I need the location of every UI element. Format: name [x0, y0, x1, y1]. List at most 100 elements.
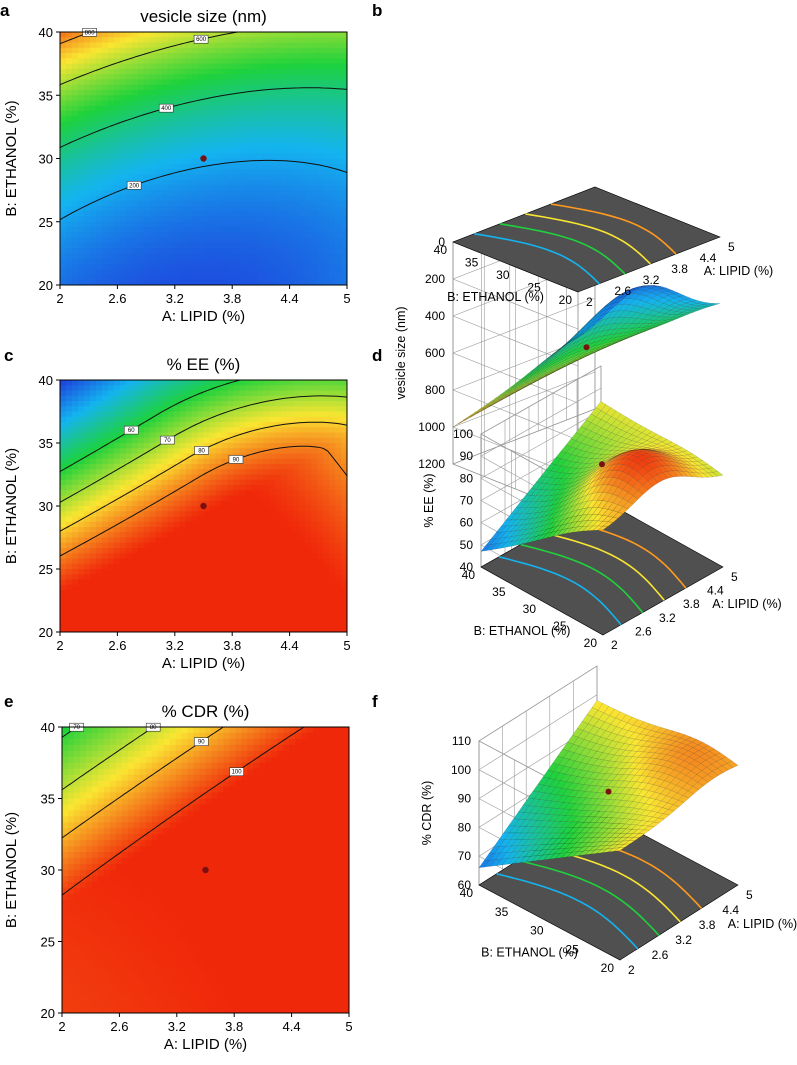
contour-label-box — [123, 425, 139, 435]
x-tick-label: 3.2 — [166, 638, 184, 653]
z-tick-label: 600 — [425, 346, 445, 360]
contour-label: 70 — [164, 438, 171, 444]
heatmap-e — [62, 727, 349, 1013]
contour-line-c — [60, 445, 347, 557]
contour-label-box — [158, 103, 174, 113]
contour-label: 90 — [198, 740, 205, 746]
chart-title-c: % EE (%) — [167, 355, 241, 374]
y-tick-label: 35 — [495, 905, 509, 919]
y-axis-label: B: ETHANOL (%) — [3, 812, 20, 928]
x-tick-label: 4.4 — [283, 1019, 301, 1034]
y-tick-label: 20 — [39, 278, 53, 293]
z-tick-label: 80 — [458, 820, 472, 834]
z-tick-label: 60 — [458, 878, 472, 892]
floor-contour — [550, 203, 677, 255]
panel-label-d: d — [372, 346, 382, 365]
y-tick-label: 25 — [527, 281, 541, 295]
y-tick-label: 30 — [41, 863, 55, 878]
contour-panel-c: c % EE (%) 60 70 80 90 2 2.6 3.2 3.8 4.4 5 20 25 30 35 4… — [3, 346, 351, 672]
z-tick-label: 70 — [458, 849, 472, 863]
z-axis-label: % EE (%) — [422, 473, 436, 527]
x-tick-label: 5 — [731, 570, 738, 584]
contour-label-box — [229, 767, 244, 777]
y-axis-label: B: ETHANOL (%) — [481, 946, 578, 960]
y-axis-label: B: ETHANOL (%) — [3, 100, 20, 216]
contour-label-box — [228, 455, 244, 464]
x-axis-label: A: LIPID (%) — [164, 1036, 247, 1053]
contour-label-box — [194, 446, 209, 455]
x-tick-label: 4.4 — [707, 584, 724, 598]
y-tick-label: 30 — [530, 924, 544, 938]
contour-label: 600 — [196, 37, 207, 43]
x-tick-label: 4.4 — [281, 638, 299, 653]
chart-title-e: % CDR (%) — [162, 702, 250, 721]
floor-contour — [499, 223, 626, 275]
y-tick-label: 35 — [492, 585, 506, 599]
x-tick-label: 3.8 — [683, 597, 700, 611]
y-tick-label: 30 — [496, 268, 510, 282]
floor-contour — [496, 873, 639, 950]
x-tick-label: 3.2 — [659, 611, 676, 625]
surface-panel-b: b 0 200 400 600 800 1000 1200 vesicle size (nm) 2… — [372, 1, 773, 515]
x-tick-label: 3.8 — [223, 638, 241, 653]
design-point — [200, 502, 207, 510]
contour-label-box — [160, 435, 175, 445]
y-tick-label: 30 — [523, 602, 537, 616]
y-tick-label: 20 — [601, 961, 615, 975]
x-tick-label: 2.6 — [652, 948, 669, 962]
x-axis-label: A: LIPID (%) — [162, 308, 245, 325]
y-tick-label: 25 — [39, 215, 53, 230]
x-tick-label: 2.6 — [108, 291, 126, 306]
contour-label: 80 — [150, 725, 157, 731]
y-axis-label: B: ETHANOL (%) — [3, 448, 20, 564]
contour-label: 800 — [85, 30, 96, 36]
design-point — [605, 788, 612, 795]
x-tick-label: 3.2 — [675, 933, 692, 947]
z-tick-label: 200 — [425, 272, 445, 286]
x-tick-label: 2 — [611, 638, 618, 652]
x-tick-label: 3.2 — [166, 291, 184, 306]
x-tick-label: 4.4 — [722, 903, 739, 917]
x-axis-label: A: LIPID (%) — [712, 597, 781, 611]
design-point — [599, 461, 605, 468]
z-tick-label: 90 — [458, 792, 472, 806]
y-tick-label: 35 — [41, 792, 55, 807]
y-tick-label: 40 — [39, 25, 53, 40]
y-tick-label: 40 — [462, 568, 476, 582]
x-tick-label: 3.8 — [225, 1019, 243, 1034]
x-tick-label: 4.4 — [700, 251, 717, 265]
panel-label-f: f — [372, 692, 378, 711]
y-tick-label: 40 — [39, 373, 53, 388]
contour-label: 90 — [233, 457, 240, 463]
contour-line-e — [62, 727, 305, 896]
floor-contour — [474, 233, 600, 285]
x-tick-label: 5 — [345, 1019, 352, 1034]
response-surface — [478, 700, 739, 868]
z-tick-label: 400 — [425, 309, 445, 323]
z-tick-label: 70 — [460, 494, 474, 508]
heatmap-a — [60, 32, 347, 285]
y-tick-label: 30 — [39, 499, 53, 514]
x-tick-label: 3.2 — [643, 273, 660, 287]
y-tick-label: 20 — [559, 293, 573, 307]
z-tick-label: 90 — [460, 449, 474, 463]
y-tick-label: 40 — [41, 720, 55, 735]
heatmap-c — [60, 380, 347, 632]
y-axis-label: B: ETHANOL (%) — [474, 624, 571, 638]
x-tick-label: 3.2 — [168, 1019, 186, 1034]
z-tick-label: 100 — [453, 427, 473, 441]
y-tick-label: 35 — [39, 436, 53, 451]
x-tick-label: 5 — [343, 291, 350, 306]
contour-label: 80 — [198, 448, 205, 454]
y-tick-label: 40 — [434, 243, 448, 257]
x-tick-label: 2.6 — [110, 1019, 128, 1034]
x-tick-label: 2.6 — [635, 624, 652, 638]
y-axis-label: B: ETHANOL (%) — [447, 290, 544, 304]
x-tick-label: 5 — [728, 240, 735, 254]
y-tick-label: 25 — [39, 562, 53, 577]
x-axis-label: A: LIPID (%) — [728, 917, 797, 931]
contour-label: 200 — [129, 183, 140, 189]
x-tick-label: 3.8 — [671, 262, 688, 276]
